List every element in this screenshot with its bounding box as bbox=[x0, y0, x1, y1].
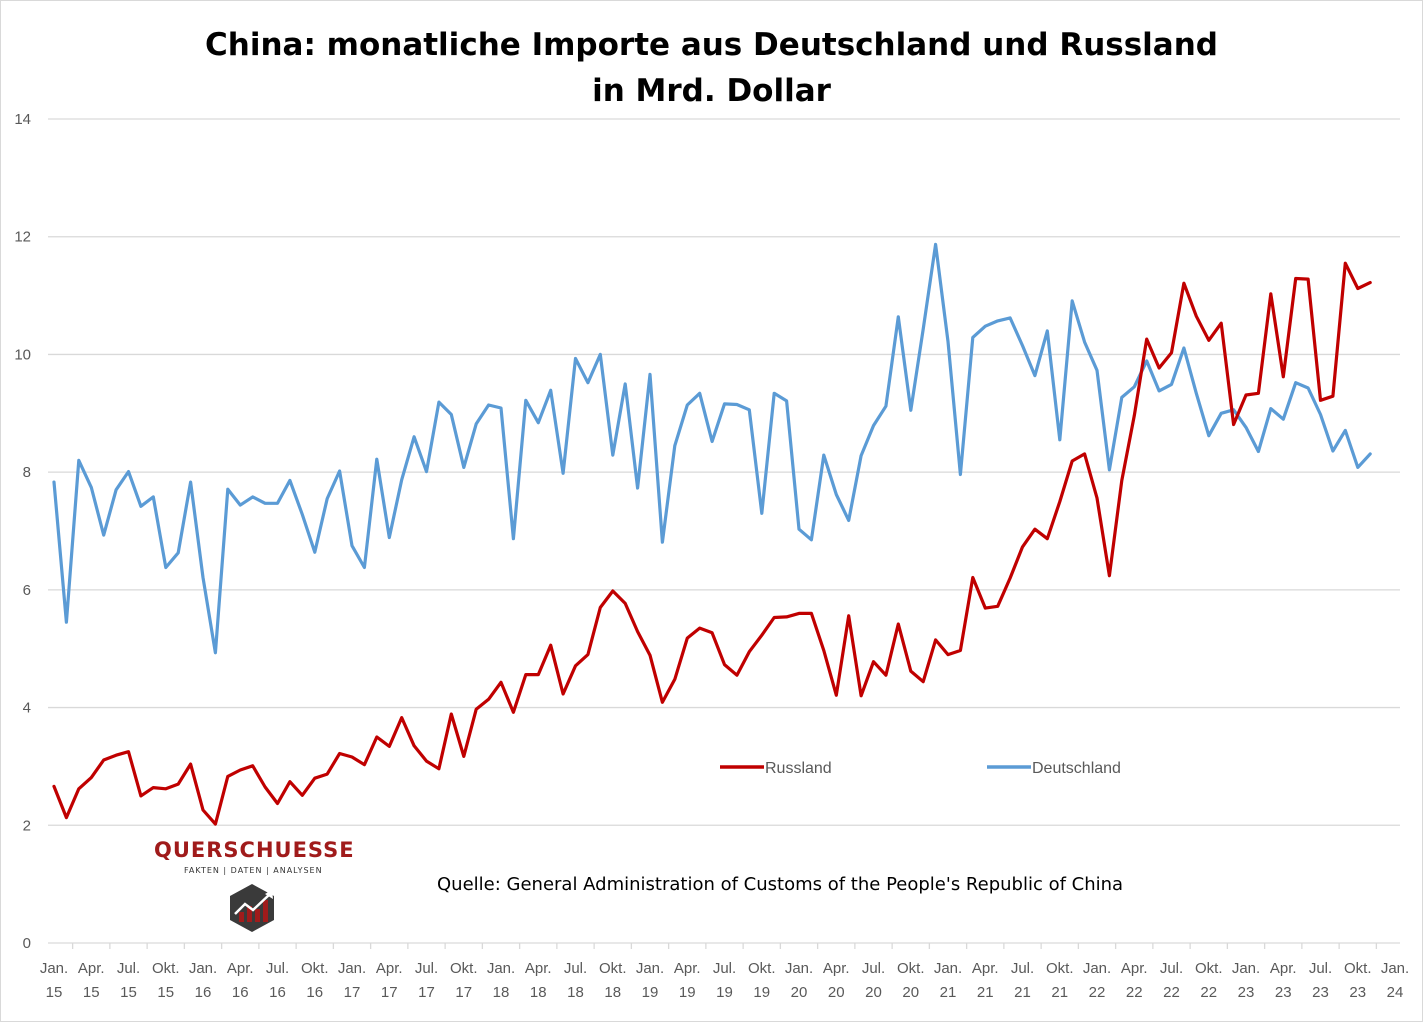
source-note: Quelle: General Administration of Custom… bbox=[437, 874, 1124, 895]
y-tick-label: 8 bbox=[23, 464, 31, 481]
x-tick-month: Apr. bbox=[1121, 960, 1148, 977]
x-tick-month: Okt. bbox=[1046, 960, 1074, 977]
x-tick-month: Jul. bbox=[1011, 960, 1034, 977]
x-tick-month: Okt. bbox=[450, 960, 478, 977]
x-tick-month: Jul. bbox=[564, 960, 587, 977]
y-tick-label: 10 bbox=[14, 346, 31, 363]
x-tick-year: 18 bbox=[567, 984, 584, 1001]
series-lines bbox=[52, 242, 1372, 826]
y-tick-label: 4 bbox=[23, 700, 31, 717]
x-tick-month: Jul. bbox=[862, 960, 885, 977]
x-tick-month: Apr. bbox=[376, 960, 403, 977]
x-tick-year: 15 bbox=[46, 984, 63, 1001]
x-tick-year: 23 bbox=[1349, 984, 1366, 1001]
x-tick-year: 23 bbox=[1275, 984, 1292, 1001]
x-tick-year: 17 bbox=[418, 984, 435, 1001]
series-line-russland bbox=[52, 261, 1372, 826]
x-tick-month: Jan. bbox=[189, 960, 217, 977]
y-axis-ticks: 0 2 4 6 8 10 12 14 bbox=[14, 111, 31, 952]
x-tick-year: 19 bbox=[679, 984, 696, 1001]
x-axis: Jan. 15 Apr. 15 Jul. 15 Okt. 15 Jan. 16 Apr. 16 Jul.… bbox=[40, 942, 1409, 1001]
x-tick-month: Jan. bbox=[1083, 960, 1111, 977]
x-tick-month: Jan. bbox=[1381, 960, 1409, 977]
y-tick-label: 2 bbox=[23, 817, 31, 834]
x-tick-month: Apr. bbox=[823, 960, 850, 977]
x-tick-year: 22 bbox=[1163, 984, 1180, 1001]
x-tick-year: 15 bbox=[83, 984, 100, 1001]
y-tick-label: 12 bbox=[14, 229, 31, 246]
x-tick-month: Jan. bbox=[1232, 960, 1260, 977]
x-tick-year: 22 bbox=[1126, 984, 1143, 1001]
legend-label: Russland bbox=[765, 760, 832, 777]
y-tick-label: 14 bbox=[14, 111, 31, 128]
x-tick-year: 18 bbox=[493, 984, 510, 1001]
x-tick-year: 18 bbox=[530, 984, 547, 1001]
logo-name: QUERSCHUESSE bbox=[154, 838, 355, 862]
x-tick-month: Apr. bbox=[227, 960, 254, 977]
x-tick-year: 22 bbox=[1089, 984, 1106, 1001]
x-tick-month: Apr. bbox=[1270, 960, 1297, 977]
x-tick-year: 21 bbox=[1051, 984, 1068, 1001]
y-tick-label: 0 bbox=[23, 935, 31, 952]
legend: Russland Deutschland bbox=[720, 760, 1121, 777]
x-tick-year: 15 bbox=[157, 984, 174, 1001]
x-tick-month: Jan. bbox=[636, 960, 664, 977]
x-tick-month: Jan. bbox=[487, 960, 515, 977]
x-tick-month: Jul. bbox=[1160, 960, 1183, 977]
x-tick-month: Jan. bbox=[934, 960, 962, 977]
x-tick-year: 18 bbox=[604, 984, 621, 1001]
x-tick-year: 15 bbox=[120, 984, 137, 1001]
gridlines bbox=[48, 118, 1400, 826]
x-tick-month: Jan. bbox=[785, 960, 813, 977]
x-tick-month: Jul. bbox=[415, 960, 438, 977]
x-tick-month: Jan. bbox=[338, 960, 366, 977]
x-tick-year: 16 bbox=[306, 984, 323, 1001]
x-tick-month: Apr. bbox=[674, 960, 701, 977]
x-tick-year: 16 bbox=[232, 984, 249, 1001]
x-tick-month: Jul. bbox=[1309, 960, 1332, 977]
x-tick-year: 21 bbox=[940, 984, 957, 1001]
x-tick-month: Okt. bbox=[748, 960, 776, 977]
x-tick-year: 20 bbox=[902, 984, 919, 1001]
x-tick-month: Okt. bbox=[301, 960, 329, 977]
x-tick-year: 17 bbox=[455, 984, 472, 1001]
y-tick-label: 6 bbox=[23, 582, 31, 599]
x-tick-year: 19 bbox=[716, 984, 733, 1001]
x-tick-year: 19 bbox=[642, 984, 659, 1001]
x-tick-month: Jul. bbox=[713, 960, 736, 977]
x-tick-month: Okt. bbox=[599, 960, 627, 977]
logo-tagline: FAKTEN | DATEN | ANALYSEN bbox=[184, 866, 323, 875]
x-tick-year: 16 bbox=[269, 984, 286, 1001]
x-tick-year: 20 bbox=[791, 984, 808, 1001]
series-line-deutschland bbox=[52, 242, 1372, 655]
legend-label: Deutschland bbox=[1032, 760, 1121, 777]
x-tick-year: 23 bbox=[1312, 984, 1329, 1001]
chart-title-line2: in Mrd. Dollar bbox=[592, 73, 831, 109]
x-tick-month: Okt. bbox=[1195, 960, 1223, 977]
x-tick-month: Okt. bbox=[152, 960, 180, 977]
x-tick-month: Okt. bbox=[1344, 960, 1372, 977]
x-tick-year: 21 bbox=[1014, 984, 1031, 1001]
x-tick-month: Apr. bbox=[972, 960, 999, 977]
x-tick-month: Jul. bbox=[266, 960, 289, 977]
x-tick-year: 20 bbox=[865, 984, 882, 1001]
x-tick-year: 21 bbox=[977, 984, 994, 1001]
logo-chart-icon bbox=[230, 884, 274, 932]
chart-title: China: monatliche Importe aus Deutschlan… bbox=[0, 22, 1423, 114]
chart-title-line1: China: monatliche Importe aus Deutschlan… bbox=[205, 27, 1218, 63]
x-tick-year: 24 bbox=[1387, 984, 1404, 1001]
x-tick-month: Apr. bbox=[525, 960, 552, 977]
x-tick-month: Jul. bbox=[117, 960, 140, 977]
x-tick-month: Okt. bbox=[897, 960, 925, 977]
x-tick-year: 23 bbox=[1238, 984, 1255, 1001]
x-tick-month: Jan. bbox=[40, 960, 68, 977]
x-tick-year: 17 bbox=[381, 984, 398, 1001]
x-tick-year: 19 bbox=[753, 984, 770, 1001]
x-tick-month: Apr. bbox=[78, 960, 105, 977]
x-tick-year: 22 bbox=[1200, 984, 1217, 1001]
x-tick-year: 16 bbox=[195, 984, 212, 1001]
x-tick-year: 17 bbox=[344, 984, 361, 1001]
x-tick-year: 20 bbox=[828, 984, 845, 1001]
